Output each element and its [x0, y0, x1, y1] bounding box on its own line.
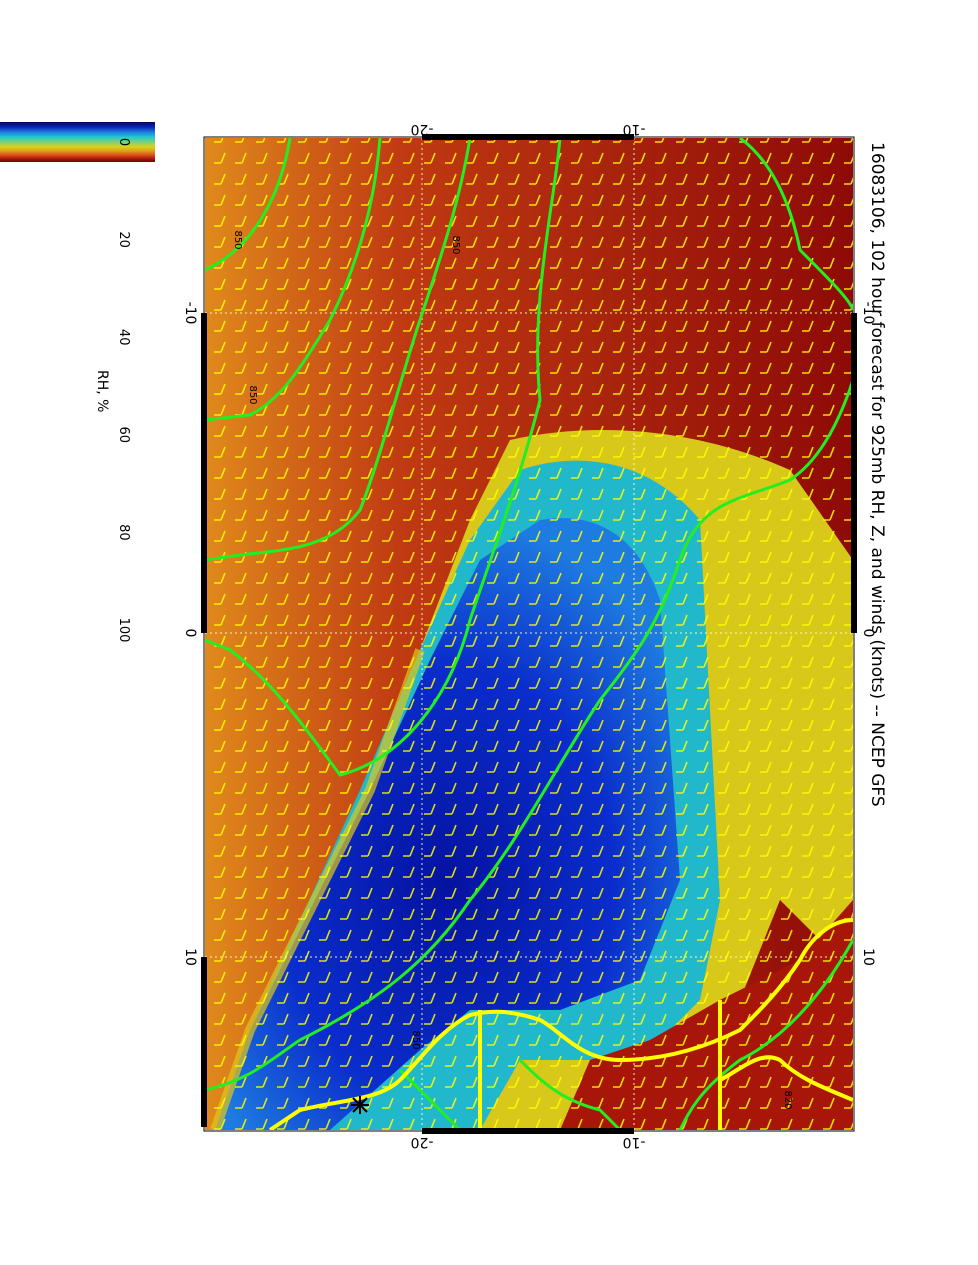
map-grid: [205, 138, 853, 1130]
contour-label: 850: [232, 230, 243, 249]
colorbar-tick-label: 100: [116, 618, 131, 643]
colorbar: 0 20 40 60 80 100 RH, %: [0, 122, 155, 642]
contour-label: 850: [410, 1030, 421, 1049]
colorbar-label: RH, %: [94, 370, 110, 412]
colorbar-gradient: [0, 122, 155, 162]
bottom-tick-label: -10: [623, 1134, 646, 1150]
colorbar-tick-label: 20: [116, 231, 131, 248]
colorbar-tick-label: 80: [116, 524, 131, 541]
map-panel: 850 850 850 850 820 -20 -10 -20 -10 -10 0 10 -10 0 10: [182, 121, 876, 1150]
contour-label: 820: [782, 1090, 793, 1109]
contour-label: 850: [450, 235, 461, 254]
colorbar-tick-label: 40: [116, 329, 131, 346]
top-tick-label: -20: [411, 121, 434, 137]
left-tick-label: -10: [182, 302, 198, 325]
left-tick-label: 10: [182, 948, 198, 966]
colorbar-tick-label: 60: [116, 427, 131, 444]
right-tick-label: 10: [860, 948, 876, 966]
figure-title: 16083106, 102 hour forecast for 925mb RH…: [867, 142, 887, 807]
colorbar-tick-label: 0: [116, 138, 131, 146]
bottom-tick-label: -20: [411, 1134, 434, 1150]
coastline: [268, 918, 853, 1130]
height-contours: [205, 138, 853, 1130]
right-tick-label: 0: [860, 629, 876, 638]
top-tick-label: -10: [623, 121, 646, 137]
wind-barbs-layer: [205, 138, 853, 1130]
station-star-icon: [351, 1096, 369, 1114]
contour-label: 850: [247, 385, 258, 404]
left-tick-label: 0: [182, 629, 198, 638]
right-tick-label: -10: [860, 302, 876, 325]
